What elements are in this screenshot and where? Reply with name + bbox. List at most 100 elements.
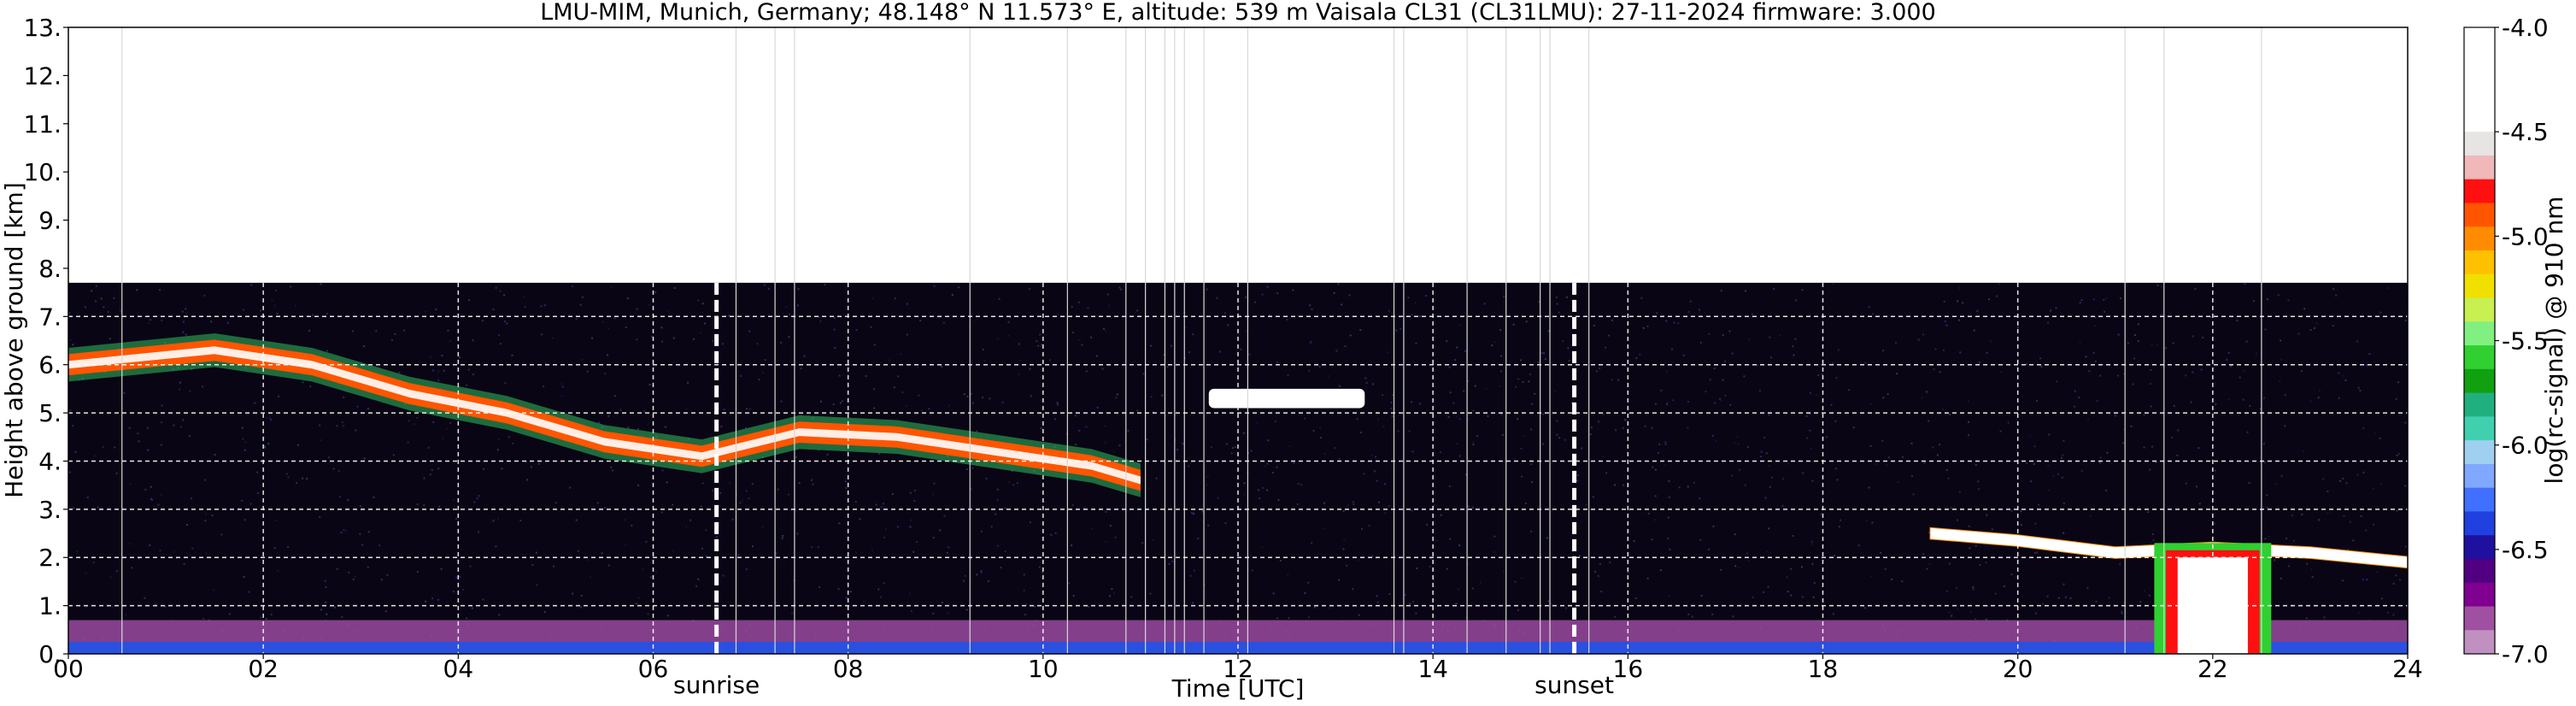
noise-speck [1323,452,1326,455]
noise-speck [1368,525,1370,527]
noise-speck [1353,503,1355,505]
noise-speck [1962,302,1964,304]
noise-speck [1656,312,1658,315]
noise-speck [896,526,899,528]
noise-speck [150,319,152,321]
noise-speck [363,457,366,460]
noise-speck [1565,296,1568,298]
noise-speck [1711,434,1714,437]
noise-speck [1758,390,1761,392]
noise-speck [1085,426,1088,428]
noise-speck [648,384,651,386]
noise-speck [2149,468,2151,471]
noise-speck [1838,526,1840,528]
noise-speck [1602,413,1605,415]
noise-speck [69,338,72,341]
noise-speck [1709,379,1711,381]
noise-speck [1225,443,1228,445]
noise-speck [933,482,936,485]
noise-speck [782,535,784,538]
noise-speck [1206,476,1209,479]
noise-speck [1734,533,1736,536]
noise-speck [2345,482,2348,485]
noise-speck [2266,298,2268,301]
noise-speck [1387,351,1389,354]
noise-speck [1012,484,1015,486]
noise-speck [1424,295,1427,297]
noise-speck [1304,417,1306,420]
noise-speck [476,497,478,500]
noise-speck [910,519,912,521]
noise-speck [589,576,591,579]
noise-speck [2280,339,2282,342]
colorbar-segment [2464,606,2495,631]
noise-speck [226,321,229,324]
noise-speck [1115,397,1118,399]
noise-speck [2165,347,2168,350]
noise-speck [254,402,256,404]
noise-speck [1760,450,1763,453]
noise-speck [1985,562,1987,564]
noise-speck [2311,576,2314,579]
noise-speck [1722,334,1724,337]
colorbar-segment [2464,630,2495,655]
noise-speck [1530,428,1533,431]
noise-speck [2397,453,2400,456]
noise-speck [1531,403,1534,405]
noise-speck [1779,334,1781,337]
noise-speck [1112,450,1115,453]
noise-speck [1338,579,1341,581]
noise-speck [1363,473,1365,475]
noise-speck [1811,479,1814,482]
noise-speck [2404,545,2407,548]
noise-speck [837,588,840,591]
noise-speck [982,348,984,350]
noise-speck [1967,400,1969,403]
noise-speck [2010,509,2013,512]
noise-speck [705,555,707,557]
noise-speck [1493,550,1495,553]
colorbar-tick-label: -6.5 [2502,536,2549,564]
noise-speck [1562,340,1564,343]
noise-speck [1472,443,1475,445]
noise-speck [1414,302,1417,304]
noise-speck [1456,346,1458,349]
noise-speck [1942,408,1945,410]
noise-speck [1868,486,1870,489]
noise-speck [265,618,267,621]
noise-speck [817,545,819,548]
noise-speck [1817,374,1820,376]
noise-speck [107,311,109,314]
noise-speck [1390,407,1393,409]
noise-speck [1743,375,1746,378]
noise-speck [256,491,259,494]
noise-speck [1033,605,1036,608]
noise-speck [607,327,610,330]
noise-speck [431,369,434,372]
noise-speck [1141,542,1144,544]
noise-speck [1565,607,1568,609]
noise-speck [1250,450,1253,452]
noise-speck [1245,296,1247,298]
noise-speck [625,327,627,329]
noise-speck [1375,456,1377,458]
noise-speck [354,575,356,578]
x-tick-label: 14 [1417,655,1448,683]
noise-speck [1476,435,1479,438]
noise-speck [1910,475,1913,478]
noise-speck [2057,597,2060,599]
noise-speck [901,391,904,394]
noise-speck [1411,401,1413,403]
noise-speck [1259,497,1261,500]
noise-speck [672,337,675,339]
noise-speck [469,565,472,568]
noise-speck [1972,588,1975,591]
noise-speck [996,338,999,340]
noise-speck [1881,439,1884,442]
noise-speck [1938,444,1940,446]
noise-speck [1112,591,1115,594]
noise-speck [467,368,470,371]
noise-speck [586,370,589,373]
y-tick-label: 0. [38,640,62,668]
noise-speck [1106,293,1109,296]
